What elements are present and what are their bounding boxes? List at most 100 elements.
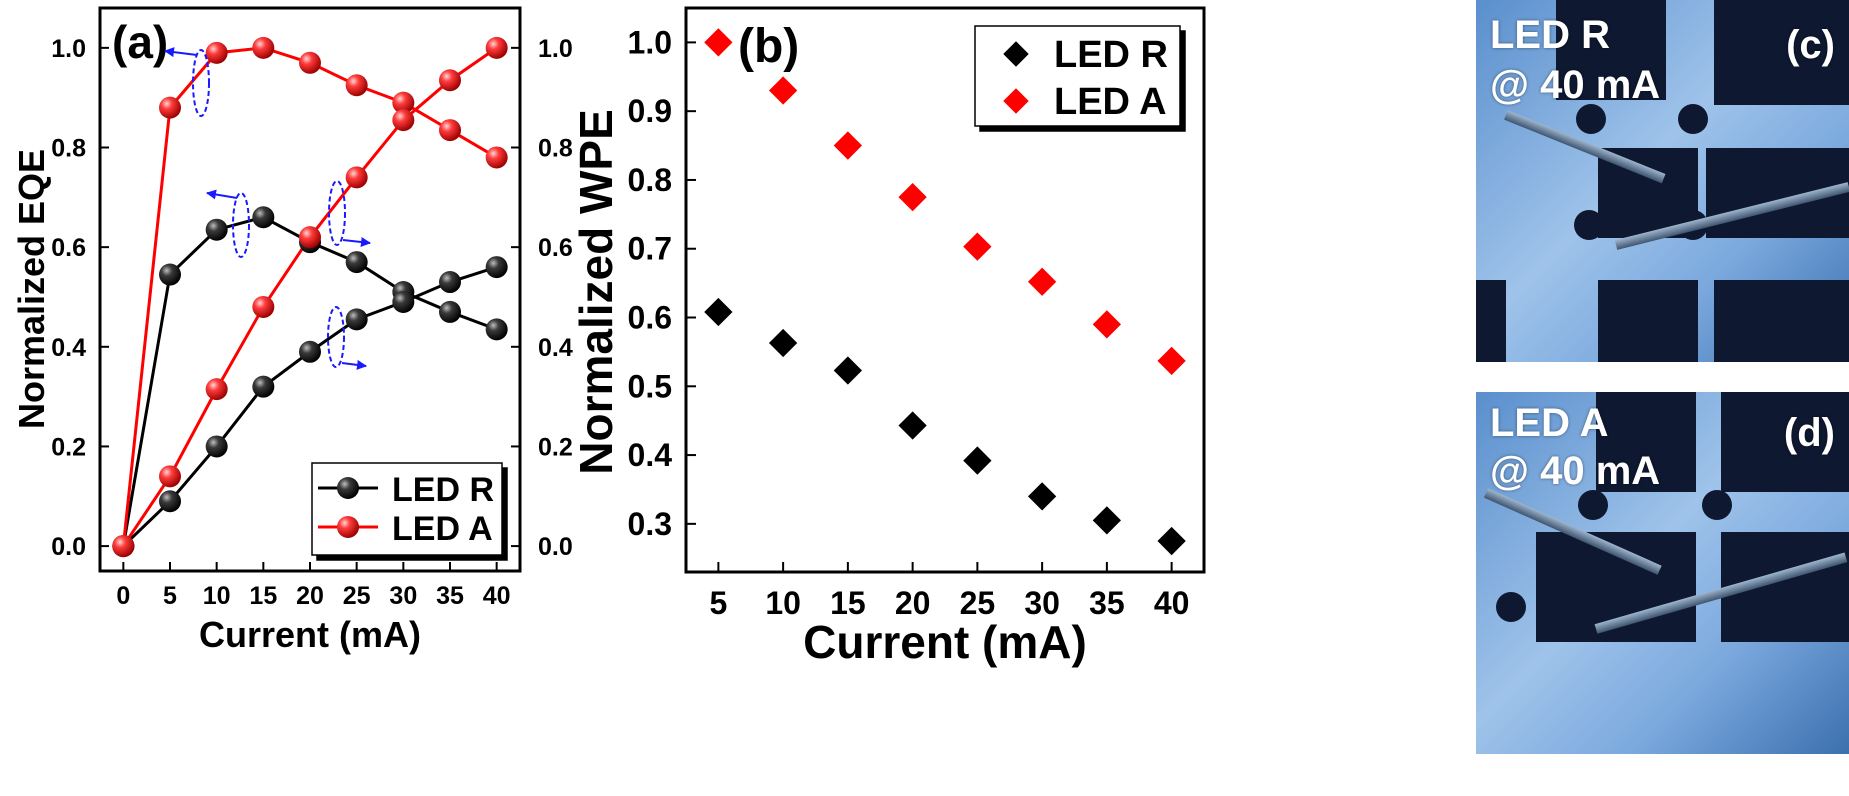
photo-led-a: LED A @ 40 mA (d) xyxy=(1476,392,1849,754)
legend-label-led-a: LED A xyxy=(392,510,493,548)
photo-hole xyxy=(1574,210,1604,240)
y-tick-label-right: 1.0 xyxy=(538,35,573,63)
data-point-led-a-right xyxy=(392,109,415,132)
x-tick-label: 40 xyxy=(483,582,511,610)
panel-a-ylabel-left: Normalized EQE xyxy=(11,149,52,429)
x-tick-label: 0 xyxy=(116,582,130,610)
x-tick-label: 15 xyxy=(249,582,277,610)
y-tick-label-right: 0.8 xyxy=(538,135,573,163)
data-point-led-a-right xyxy=(252,295,275,318)
data-point-led-a xyxy=(833,131,863,160)
photo-d-panel-label: (d) xyxy=(1783,411,1835,455)
legend-marker-led-a xyxy=(337,516,359,538)
data-point-led-a-left xyxy=(485,146,508,169)
data-point-led-r-left xyxy=(252,206,275,229)
x-tick-label: 25 xyxy=(960,585,996,621)
data-point-led-r-right xyxy=(439,271,461,294)
data-point-led-r-left xyxy=(485,318,508,341)
legend-box xyxy=(974,25,1181,127)
y-tick-label-left: 0.8 xyxy=(51,135,86,163)
data-point-led-a-left xyxy=(159,96,181,119)
data-point-led-r-right xyxy=(299,340,321,363)
x-tick-label: 25 xyxy=(343,582,371,610)
data-point-led-r-right xyxy=(345,308,368,331)
x-tick-label: 35 xyxy=(436,582,464,610)
photo-pad xyxy=(1714,280,1849,362)
photo-hole xyxy=(1678,104,1708,134)
x-tick-label: 20 xyxy=(895,585,931,621)
y-tick-label: 0.4 xyxy=(628,437,673,473)
data-point-led-a xyxy=(768,76,798,105)
y-tick-label-right: 0.4 xyxy=(538,334,573,362)
data-point-led-r xyxy=(1092,506,1122,535)
photo-d-label-line2: @ 40 mA xyxy=(1490,449,1661,493)
photo-pad xyxy=(1476,280,1506,362)
legend-marker-led-r xyxy=(337,477,359,499)
data-point-led-r xyxy=(1027,482,1057,511)
x-tick-label: 20 xyxy=(296,582,324,610)
photo-c-label-line2: @ 40 mA xyxy=(1490,63,1661,107)
y-tick-label-left: 0.6 xyxy=(51,234,86,262)
data-point-led-a-right xyxy=(345,166,368,189)
data-point-led-r-left xyxy=(345,251,368,274)
y-tick-label-left: 0.2 xyxy=(51,433,86,461)
data-point-led-a-right xyxy=(205,378,228,401)
panel-a-chart: 0 5 10 15 20 25 30 35 40 0.0 0.2 0.4 0.6 0.8 1.0 0.0 0.2… xyxy=(11,6,573,655)
y-tick-label-right: 0.0 xyxy=(538,533,573,561)
legend-label-led-r: LED R xyxy=(1054,34,1168,76)
y-tick-label: 0.3 xyxy=(628,506,672,542)
data-point-led-r-right xyxy=(252,375,275,398)
y-tick-label: 1.0 xyxy=(628,24,672,60)
data-point-led-a xyxy=(704,28,733,57)
panel-b-label: (b) xyxy=(738,20,799,73)
annotation-arrow-right xyxy=(341,359,367,370)
y-tick-label: 0.5 xyxy=(628,368,672,404)
data-point-led-r xyxy=(704,297,733,327)
data-point-led-a-right xyxy=(485,36,508,59)
y-tick-label: 0.6 xyxy=(628,300,672,336)
photo-panels: LED R @ 40 mA (c) LED A @ 40 mA (d) xyxy=(1476,0,1849,796)
data-point-led-r-left xyxy=(159,263,181,286)
photo-hole xyxy=(1734,592,1764,622)
x-tick-label: 5 xyxy=(163,582,177,610)
panel-b-xlabel: Current (mA) xyxy=(803,616,1087,668)
data-point-led-a-left xyxy=(299,51,321,74)
data-point-led-a xyxy=(1157,346,1186,375)
x-tick-label: 30 xyxy=(1024,585,1060,621)
y-tick-label: 0.7 xyxy=(628,231,672,267)
data-point-led-a-right xyxy=(159,465,181,488)
data-point-led-r-left xyxy=(439,300,461,323)
legend-marker-led-a xyxy=(1003,88,1029,114)
photo-hole xyxy=(1578,490,1608,520)
x-tick-label: 35 xyxy=(1089,585,1125,621)
photo-c-panel-label: (c) xyxy=(1786,23,1835,67)
data-point-led-a-right xyxy=(112,535,135,558)
photo-pad xyxy=(1721,392,1849,492)
annotation-ellipse xyxy=(192,49,210,117)
x-tick-label: 40 xyxy=(1154,585,1190,621)
data-point-led-r xyxy=(768,328,798,358)
data-point-led-a-left xyxy=(345,74,368,97)
data-point-led-r-right xyxy=(485,256,508,279)
photo-hole xyxy=(1576,104,1606,134)
photo-hole xyxy=(1496,592,1526,622)
data-point-led-a-right xyxy=(439,69,461,92)
y-tick-label-right: 0.2 xyxy=(538,433,573,461)
x-tick-label: 30 xyxy=(389,582,417,610)
photo-hole xyxy=(1702,490,1732,520)
photo-d-label-line1: LED A xyxy=(1490,401,1609,445)
y-tick-label-right: 0.6 xyxy=(538,234,573,262)
y-tick-label-left: 0.4 xyxy=(51,334,86,362)
panel-b-legend: LED R LED A xyxy=(974,25,1181,127)
x-tick-label: 10 xyxy=(203,582,231,610)
photo-pad xyxy=(1556,0,1666,100)
y-tick-label: 0.8 xyxy=(628,162,672,198)
x-tick-label: 15 xyxy=(830,585,866,621)
data-point-led-a xyxy=(898,183,927,212)
data-point-led-a xyxy=(963,232,992,261)
data-point-led-r-right xyxy=(392,290,415,313)
legend-label-led-r: LED R xyxy=(392,471,494,509)
panel-a-label: (a) xyxy=(112,16,168,68)
annotation-arrow-right xyxy=(342,237,371,247)
annotation-arrow-left xyxy=(206,189,238,200)
